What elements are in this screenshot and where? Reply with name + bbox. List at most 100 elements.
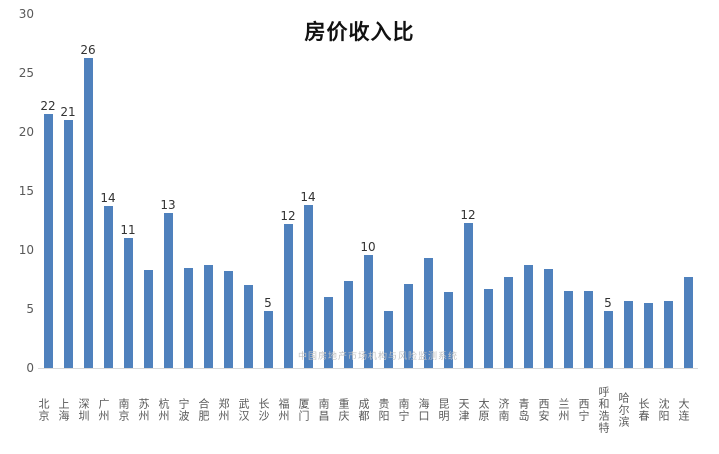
bar-value-label: 22 bbox=[40, 99, 56, 114]
x-tick-label: 长沙 bbox=[257, 398, 270, 422]
bar-column: 5 bbox=[598, 297, 618, 368]
watermark: 中国房地产市场机构与风险监测系统 bbox=[298, 352, 459, 362]
x-tick-label: 合肥 bbox=[197, 398, 210, 422]
bar bbox=[543, 268, 553, 368]
bar-value-label: 12 bbox=[280, 209, 296, 224]
bar bbox=[183, 267, 193, 368]
bar-value-label: 5 bbox=[264, 296, 272, 311]
x-tick-label: 深圳 bbox=[77, 398, 90, 422]
bar-column bbox=[218, 269, 238, 368]
bar-column bbox=[238, 283, 258, 368]
x-tick-label: 福州 bbox=[277, 398, 290, 422]
bar bbox=[223, 271, 233, 368]
x-tick-label: 上海 bbox=[57, 398, 70, 422]
x-tick-label: 贵阳 bbox=[377, 398, 390, 422]
x-tick-label: 昆明 bbox=[437, 398, 450, 422]
x-tick-label: 武汉 bbox=[237, 398, 250, 422]
x-tick-label: 宁波 bbox=[177, 398, 190, 422]
bar-value-label: 11 bbox=[120, 223, 136, 238]
chart-title: 房价收入比 bbox=[304, 20, 415, 44]
bar bbox=[443, 292, 453, 368]
bar-column: 22 bbox=[38, 100, 58, 368]
bar-value-label: 13 bbox=[160, 198, 176, 213]
x-tick-label: 青岛 bbox=[517, 398, 530, 422]
x-tick-label: 苏州 bbox=[137, 398, 150, 422]
bar bbox=[643, 303, 653, 368]
x-tick-label: 厦门 bbox=[297, 398, 310, 422]
y-tick-label: 25 bbox=[18, 66, 34, 80]
bar-value-label: 5 bbox=[604, 296, 612, 311]
bar-column bbox=[658, 299, 678, 368]
bar-column bbox=[678, 275, 698, 368]
bar-column bbox=[198, 263, 218, 368]
bar bbox=[623, 300, 633, 368]
x-tick-label: 呼和浩特 bbox=[597, 386, 610, 434]
x-tick-label: 济南 bbox=[497, 398, 510, 422]
bar-column: 12 bbox=[278, 210, 298, 368]
bar-column bbox=[578, 289, 598, 368]
x-tick-label: 南宁 bbox=[397, 398, 410, 422]
bar bbox=[283, 224, 293, 368]
x-tick-label: 大连 bbox=[677, 398, 690, 422]
bar bbox=[243, 285, 253, 368]
bar-column bbox=[418, 256, 438, 368]
bar-column: 26 bbox=[78, 44, 98, 368]
bar bbox=[663, 300, 673, 368]
bar bbox=[83, 57, 93, 368]
bar bbox=[683, 277, 693, 368]
x-tick-label: 南京 bbox=[117, 398, 130, 422]
bar-column: 5 bbox=[258, 297, 278, 368]
bar-value-label: 14 bbox=[300, 190, 316, 205]
bar-column bbox=[378, 309, 398, 368]
bar bbox=[483, 288, 493, 368]
x-tick-label: 北京 bbox=[37, 398, 50, 422]
y-tick-label: 0 bbox=[26, 361, 34, 375]
x-tick-label: 广州 bbox=[97, 398, 110, 422]
bar bbox=[63, 120, 73, 368]
x-tick-label: 杭州 bbox=[157, 398, 170, 422]
y-tick-label: 20 bbox=[18, 125, 34, 139]
bar bbox=[523, 265, 533, 368]
y-tick-label: 15 bbox=[18, 184, 34, 198]
bar bbox=[123, 238, 133, 368]
bar bbox=[103, 206, 113, 368]
x-tick-label: 沈阳 bbox=[657, 398, 670, 422]
bar bbox=[363, 254, 373, 368]
bar-column bbox=[518, 263, 538, 368]
y-tick-label: 5 bbox=[26, 302, 34, 316]
x-tick-label: 西宁 bbox=[577, 398, 590, 422]
x-tick-label: 太原 bbox=[477, 398, 490, 422]
bar-column bbox=[638, 301, 658, 368]
x-axis: 北京 上海 深圳 广州 南京 苏州 杭州 宁波 合肥 郑州 武汉 长沙 福州 厦门 南昌 重庆 成都 贵阳 南宁 海口… bbox=[37, 372, 698, 448]
bar-column bbox=[398, 282, 418, 368]
x-tick-label: 西安 bbox=[537, 398, 550, 422]
bar-column: 10 bbox=[358, 241, 378, 368]
x-tick-label: 南昌 bbox=[317, 398, 330, 422]
bar-column: 11 bbox=[118, 224, 138, 368]
bar-column bbox=[618, 299, 638, 368]
y-axis: 0 5 10 15 20 25 30 bbox=[6, 7, 38, 375]
bar bbox=[323, 297, 333, 368]
plot-grid: 22 21 26 14 11 13 5 12 14 10 12 5 bbox=[38, 14, 698, 369]
bar bbox=[563, 291, 573, 368]
bar-value-label: 10 bbox=[360, 239, 376, 254]
bar bbox=[503, 277, 513, 368]
bar bbox=[383, 311, 393, 368]
bar-column bbox=[438, 290, 458, 368]
x-tick-label: 海口 bbox=[417, 398, 430, 422]
x-tick-label: 长春 bbox=[637, 398, 650, 422]
bar-column bbox=[338, 279, 358, 368]
plot-area: 0 5 10 15 20 25 30 22 21 26 14 11 13 5 12 14 10 12 5 bbox=[6, 7, 698, 375]
bar bbox=[403, 284, 413, 368]
bar bbox=[303, 205, 313, 368]
bar-column: 12 bbox=[458, 209, 478, 368]
bar bbox=[423, 258, 433, 368]
bar-column: 21 bbox=[58, 106, 78, 368]
bar-column bbox=[318, 295, 338, 368]
bar-value-label: 14 bbox=[100, 191, 116, 206]
bar-column bbox=[498, 275, 518, 368]
bar-column bbox=[558, 289, 578, 368]
bar bbox=[603, 311, 613, 368]
x-tick-label: 哈尔滨 bbox=[617, 392, 630, 428]
